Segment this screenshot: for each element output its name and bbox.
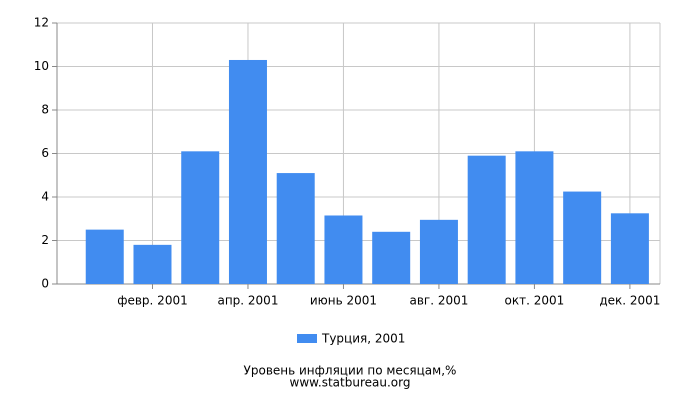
legend-label: Турция, 2001 — [321, 332, 405, 346]
x-tick-label: дек. 2001 — [599, 294, 660, 308]
y-tick-label: 10 — [34, 59, 49, 73]
bar — [85, 229, 124, 284]
bar — [372, 231, 411, 284]
chart-title: Уровень инфляции по месяцам,% — [244, 364, 457, 378]
bar — [133, 244, 172, 284]
y-tick-label: 0 — [41, 277, 49, 291]
y-tick-label: 4 — [41, 190, 49, 204]
bar — [228, 59, 267, 284]
x-tick-label: авг. 2001 — [409, 294, 468, 308]
x-tick-label: февр. 2001 — [117, 294, 188, 308]
bar — [563, 191, 602, 284]
y-tick-label: 2 — [41, 233, 49, 247]
bar — [610, 213, 649, 284]
x-tick-label: окт. 2001 — [505, 294, 565, 308]
bar — [181, 151, 220, 284]
chart-subtitle: www.statbureau.org — [290, 376, 411, 390]
bar — [419, 219, 458, 284]
x-tick-label: апр. 2001 — [217, 294, 278, 308]
bar — [515, 151, 554, 284]
bar — [276, 173, 315, 284]
x-tick-label: июнь 2001 — [310, 294, 377, 308]
y-tick-label: 12 — [34, 16, 49, 30]
y-tick-label: 8 — [41, 103, 49, 117]
legend-swatch — [297, 334, 317, 343]
bar — [467, 155, 506, 284]
bar — [324, 215, 363, 284]
y-tick-label: 6 — [41, 146, 49, 160]
